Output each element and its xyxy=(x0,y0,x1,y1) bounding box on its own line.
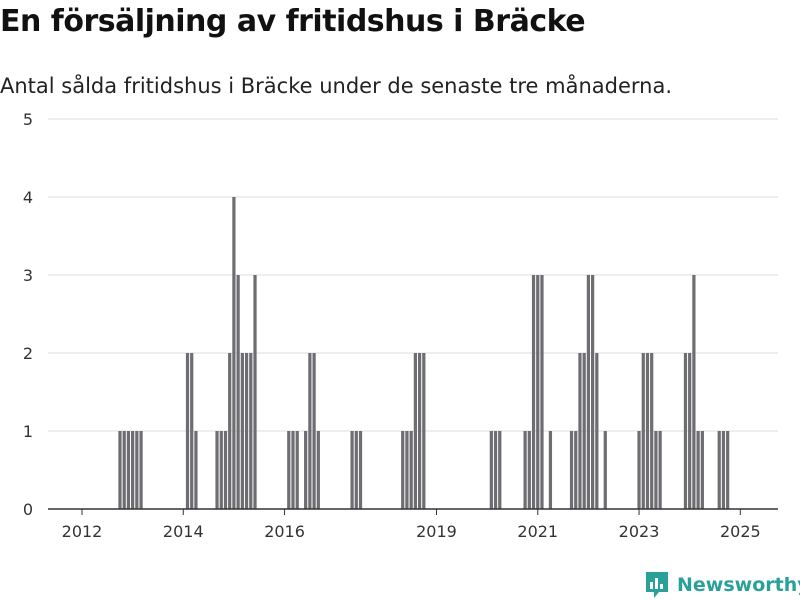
bar xyxy=(215,431,219,509)
bar xyxy=(721,431,726,509)
brand-name: Newsworthy xyxy=(677,574,800,596)
bar xyxy=(401,431,405,509)
bar xyxy=(354,431,358,509)
bar xyxy=(692,275,696,509)
x-tick-label: 2025 xyxy=(720,522,761,541)
bar xyxy=(578,353,582,509)
bar xyxy=(350,431,354,509)
bar xyxy=(531,275,536,509)
bar xyxy=(358,431,363,509)
y-tick-label: 1 xyxy=(23,422,33,441)
bar xyxy=(287,431,291,509)
x-tick-label: 2023 xyxy=(619,522,660,541)
x-tick-label: 2012 xyxy=(62,522,103,541)
bar xyxy=(253,275,257,509)
bar xyxy=(219,431,223,509)
bar xyxy=(683,353,688,509)
bar xyxy=(654,431,658,509)
bar xyxy=(135,431,139,509)
bar xyxy=(194,431,198,509)
bar xyxy=(228,353,232,509)
y-tick-label: 2 xyxy=(23,344,33,363)
bar xyxy=(405,431,409,509)
bar xyxy=(586,275,591,509)
bar xyxy=(413,353,417,509)
bar xyxy=(717,431,721,509)
bar xyxy=(139,431,143,509)
y-tick-label: 3 xyxy=(23,266,33,285)
bar xyxy=(540,275,544,509)
bar xyxy=(726,431,730,509)
bar xyxy=(295,431,299,509)
bar xyxy=(650,353,654,509)
bar xyxy=(696,431,700,509)
chart-subtitle: Antal sålda fritidshus i Bräcke under de… xyxy=(0,74,672,98)
bar xyxy=(591,275,595,509)
bar xyxy=(498,431,502,509)
bar xyxy=(232,197,236,509)
bar xyxy=(688,353,692,509)
bar xyxy=(645,353,650,509)
bar xyxy=(595,353,599,509)
bar xyxy=(190,353,194,509)
bar xyxy=(312,353,316,509)
bar xyxy=(244,353,249,509)
bar xyxy=(417,353,422,509)
x-tick-label: 2019 xyxy=(416,522,457,541)
bar xyxy=(489,431,493,509)
bar xyxy=(122,431,126,509)
bar xyxy=(582,353,586,509)
x-tick-label: 2014 xyxy=(163,522,204,541)
chart-title: En försäljning av fritidshus i Bräcke xyxy=(0,4,586,39)
bar xyxy=(548,431,553,509)
bar xyxy=(700,431,704,509)
y-tick-label: 4 xyxy=(23,188,33,207)
bar xyxy=(236,275,240,509)
bar xyxy=(308,353,312,509)
bar xyxy=(316,431,320,509)
x-tick-label: 2016 xyxy=(264,522,305,541)
newsworthy-logo-icon xyxy=(646,572,668,598)
bar xyxy=(641,353,645,509)
x-tick-label: 2021 xyxy=(517,522,558,541)
bar xyxy=(304,431,308,509)
bar xyxy=(118,431,122,509)
bar xyxy=(422,353,426,509)
bar xyxy=(409,431,413,509)
bar xyxy=(527,431,531,509)
bar xyxy=(536,275,540,509)
bar xyxy=(637,431,641,509)
bar xyxy=(291,431,295,509)
bar xyxy=(185,353,190,509)
bar xyxy=(523,431,527,509)
y-tick-label: 0 xyxy=(23,500,33,519)
brand-logo: Newsworthy xyxy=(644,569,800,601)
bar xyxy=(493,431,498,509)
bar xyxy=(658,431,662,509)
bar xyxy=(131,431,135,509)
bar xyxy=(240,353,244,509)
bar xyxy=(126,431,131,509)
bar xyxy=(574,431,578,509)
bar xyxy=(569,431,574,509)
bar xyxy=(249,353,253,509)
bar xyxy=(603,431,607,509)
bar xyxy=(223,431,228,509)
y-tick-label: 5 xyxy=(23,110,33,129)
